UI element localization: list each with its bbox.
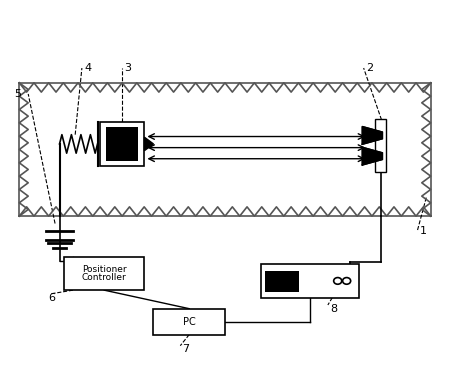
Bar (100, 122, 144, 166)
Text: 8: 8 (330, 304, 337, 314)
Bar (265, 271, 299, 292)
Text: 3: 3 (124, 63, 131, 73)
Text: 5: 5 (14, 89, 22, 99)
Text: PC: PC (183, 317, 196, 327)
Text: 7: 7 (183, 344, 189, 354)
Text: Positioner: Positioner (82, 265, 126, 274)
Bar (107, 127, 138, 161)
Text: 4: 4 (84, 63, 91, 73)
Text: 1: 1 (419, 226, 427, 236)
Text: 6: 6 (48, 292, 55, 303)
Polygon shape (362, 126, 382, 144)
Bar (261, 264, 359, 298)
Bar (64, 257, 144, 290)
Bar (375, 119, 386, 172)
Bar (153, 309, 225, 335)
Polygon shape (144, 137, 153, 151)
Text: Controller: Controller (82, 273, 126, 282)
Text: 2: 2 (366, 63, 373, 73)
Polygon shape (362, 147, 382, 165)
